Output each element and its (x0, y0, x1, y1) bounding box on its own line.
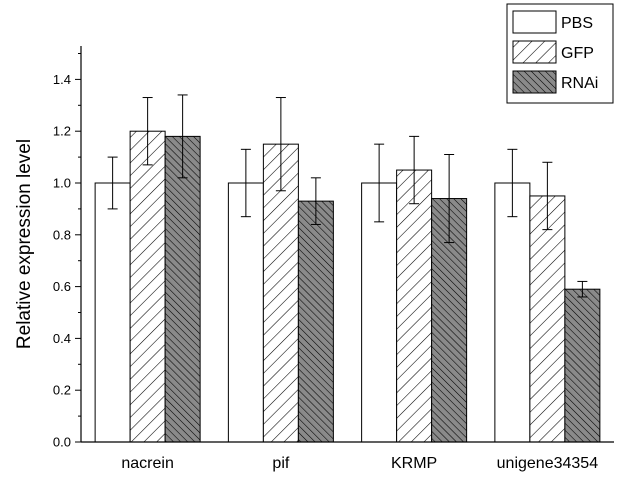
legend-swatch-gfp (512, 40, 557, 64)
bar-rnai-nacrein (164, 135, 201, 443)
y-axis-ticks: 0.0 0.2 0.4 0.6 0.8 1.0 1.2 1.4 (53, 53, 81, 450)
error-bar-gfp-unigene34354 (542, 161, 553, 231)
x-category-label: unigene34354 (497, 455, 599, 472)
y-tick-label: 1.0 (53, 176, 71, 191)
error-bar-gfp-nacrein (142, 97, 153, 166)
x-category-label: nacrein (121, 455, 173, 472)
y-tick-label: 0.8 (53, 227, 71, 242)
error-bar-pbs-pif (240, 148, 251, 218)
legend: PBS GFP RNAi (506, 3, 614, 104)
error-bar-rnai-nacrein (177, 94, 188, 179)
bar-gfp-nacrein (129, 130, 166, 443)
error-bars (107, 94, 588, 298)
legend-label-gfp: GFP (561, 45, 594, 62)
error-bar-rnai-unigene34354 (577, 280, 588, 298)
bar-pbs-unigene34354 (494, 182, 531, 443)
y-tick-label: 0.2 (53, 383, 71, 398)
y-tick-label: 0.0 (53, 435, 71, 450)
bars (94, 130, 601, 443)
legend-label-rnai: RNAi (561, 75, 598, 92)
error-bar-gfp-pif (275, 97, 286, 192)
y-tick-label: 1.2 (53, 124, 71, 139)
error-bar-rnai-pif (310, 177, 321, 225)
error-bar-pbs-unigene34354 (507, 148, 518, 218)
y-tick-label: 1.4 (53, 72, 71, 87)
y-tick-label: 0.6 (53, 279, 71, 294)
bar-rnai-unigene34354 (564, 288, 601, 443)
y-tick-label: 0.4 (53, 331, 71, 346)
legend-swatch-rnai (512, 70, 557, 94)
bar-gfp-krmp (396, 169, 433, 443)
error-bar-gfp-krmp (409, 135, 420, 205)
x-category-label: pif (272, 455, 289, 472)
x-category-label: KRMP (391, 455, 437, 472)
error-bar-pbs-krmp (374, 143, 385, 223)
legend-swatch-pbs (512, 10, 557, 34)
legend-label-pbs: PBS (561, 15, 593, 32)
bar-pbs-pif (227, 182, 264, 443)
x-axis-categories: nacrein pif KRMP unigene34354 (121, 455, 598, 472)
bar-pbs-nacrein (94, 182, 131, 443)
error-bar-pbs-nacrein (107, 156, 118, 210)
error-bar-rnai-krmp (444, 154, 455, 244)
bar-rnai-pif (297, 200, 334, 443)
bar-gfp-unigene34354 (529, 195, 566, 443)
y-axis-title: Relative expression level (14, 139, 35, 349)
